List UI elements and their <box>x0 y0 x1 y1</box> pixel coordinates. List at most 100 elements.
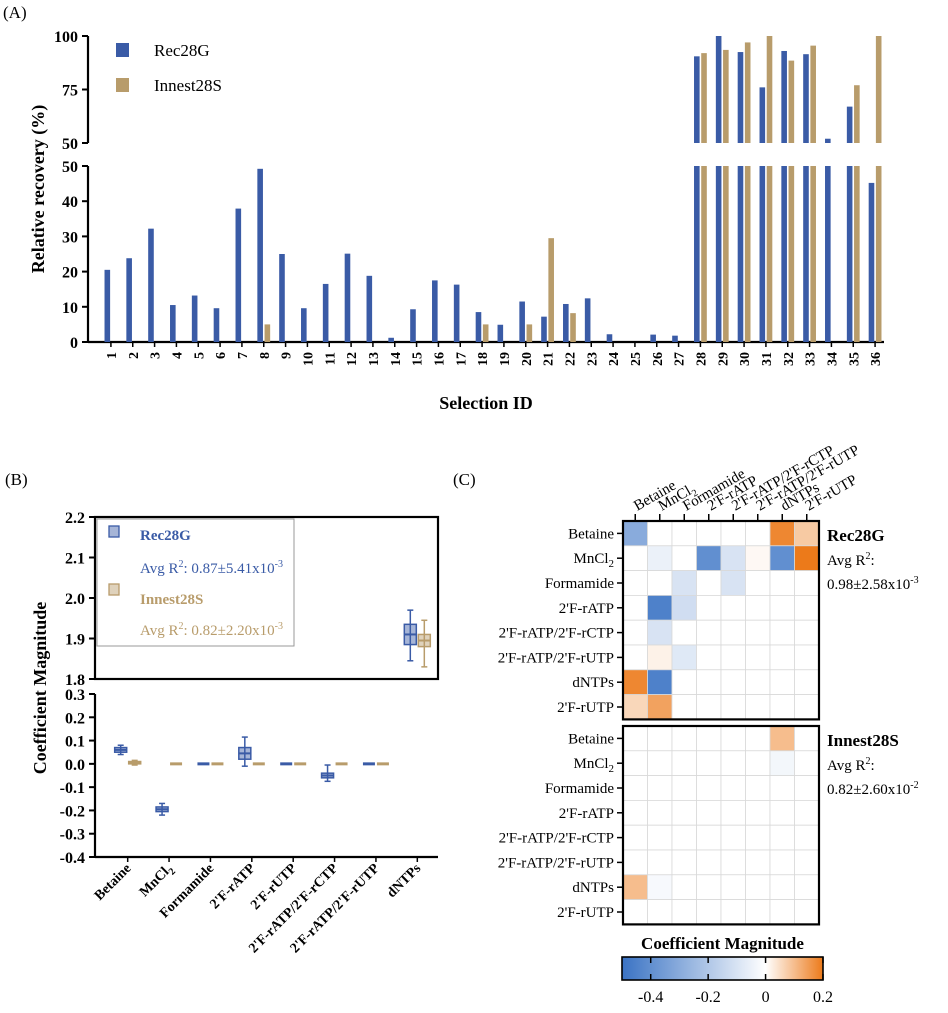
a-bar-lower-Rec28G <box>453 284 460 342</box>
c-row-label-sub: 2 <box>609 763 615 775</box>
c-cell <box>696 619 722 646</box>
a-bar-lower-Rec28G <box>781 166 787 342</box>
c-cell <box>745 800 771 826</box>
c-cell <box>745 725 771 752</box>
a-xtick-label: 27 <box>673 352 688 366</box>
a-bar-lower-Rec28G <box>257 168 263 342</box>
c-cell <box>769 545 795 571</box>
a-xtick-label: 25 <box>629 352 644 366</box>
c-cell <box>647 570 673 596</box>
a-xtick-label: 36 <box>869 352 884 366</box>
b-ytick-label-lower: -0.1 <box>60 780 85 797</box>
c-cell <box>696 725 722 752</box>
c-colorbar-tick-label: -0.2 <box>695 989 720 1006</box>
a-bar-upper-Innest28S <box>875 36 882 143</box>
a-xtick-label: 19 <box>498 352 513 366</box>
a-bar-lower-Rec28G <box>432 280 438 342</box>
c-row-label: 2'F-rATP/2'F-rCTP <box>499 626 614 642</box>
b-legend-swatch-innest28s <box>108 583 120 596</box>
c-cell <box>720 899 746 925</box>
c-row-label-text: 2'F-rUTP <box>557 905 614 921</box>
a-ytick-label-lower: 20 <box>62 265 78 282</box>
c-cell <box>622 899 648 925</box>
a-bar-lower-Rec28G <box>846 166 853 342</box>
a-bar-lower-Innest28S <box>548 238 554 342</box>
a-bar-lower-Rec28G <box>497 324 504 342</box>
c-cell <box>696 899 722 925</box>
c-cell <box>671 775 697 801</box>
c-row-label: Betaine <box>568 731 614 747</box>
a-bar-upper-Rec28G <box>715 36 722 143</box>
c-cell <box>745 570 771 596</box>
a-xtick-label: 30 <box>738 352 753 366</box>
c-cell <box>622 595 648 621</box>
c-row-label-text: 2'F-rATP/2'F-rCTP <box>499 831 614 847</box>
c-r2-value: 0.98±2.58x10 <box>827 577 910 593</box>
c-cell <box>647 725 673 752</box>
a-bar-upper-Innest28S <box>723 49 729 143</box>
c-cell <box>671 750 697 776</box>
a-bar-lower-Rec28G <box>148 228 154 342</box>
c-cell <box>671 725 697 752</box>
c-cell <box>794 694 820 720</box>
b-ytick-label-upper: 2.2 <box>65 510 85 527</box>
c-row-label-text: 2'F-rATP <box>559 806 614 822</box>
c-cell <box>647 775 673 801</box>
a-bar-upper-Rec28G <box>759 87 766 143</box>
c-cell <box>671 694 697 720</box>
c-cell <box>720 619 746 646</box>
c-row-label: 2'F-rATP <box>559 601 614 617</box>
c-colorbar-tick-label: -0.4 <box>638 989 663 1006</box>
c-cell <box>622 619 648 646</box>
a-bar-lower-Rec28G <box>170 305 176 342</box>
a-bar-lower-Innest28S <box>788 166 795 342</box>
c-cell <box>745 874 771 900</box>
c-row-label-text: 2'F-rATP <box>559 601 614 617</box>
c-row-label-text: 2'F-rATP/2'F-rUTP <box>498 650 614 666</box>
c-cell <box>794 669 820 695</box>
a-legend-label-rec28g: Rec28G <box>154 41 210 60</box>
c-cell <box>696 570 722 596</box>
a-bar-lower-Rec28G <box>213 308 220 342</box>
a-bar-lower-Innest28S <box>766 166 773 342</box>
a-bar-lower-Rec28G <box>344 253 351 342</box>
a-ytick-label-upper: 50 <box>62 136 78 153</box>
a-bar-upper-Rec28G <box>781 50 787 144</box>
b-ytick-label-lower: 0.3 <box>65 687 85 704</box>
c-row-label: Betaine <box>568 526 614 542</box>
a-xtick-label: 22 <box>563 352 578 366</box>
c-cell <box>720 545 746 571</box>
panel-a-label: (A) <box>3 3 27 22</box>
c-cell <box>794 644 820 671</box>
b-legend-r2-sup: 2 <box>178 559 183 570</box>
a-ytick-label-upper: 100 <box>54 29 78 46</box>
c-cell <box>769 725 795 752</box>
a-xtick-label: 14 <box>389 352 404 366</box>
b-legend-name-rec28g: Rec28G <box>140 528 191 544</box>
c-colorbar-tick-label: 0 <box>762 989 770 1006</box>
c-cell <box>769 694 795 720</box>
c-block-frame <box>621 724 821 926</box>
c-cell <box>745 619 771 646</box>
a-bar-lower-Rec28G <box>410 309 416 342</box>
c-cell <box>696 750 722 776</box>
c-cell <box>671 849 697 876</box>
a-bar-lower-Rec28G <box>104 269 111 342</box>
c-cell <box>745 849 771 876</box>
a-bar-lower-Rec28G <box>279 254 285 342</box>
c-cell <box>696 849 722 876</box>
c-cell <box>794 775 820 801</box>
b-y-axis-title: Coefficient Magnitude <box>30 602 50 774</box>
a-bar-lower-Rec28G <box>606 334 613 342</box>
a-bar-upper-Rec28G <box>846 106 853 143</box>
c-row-label-text: dNTPs <box>572 880 614 896</box>
c-cell <box>794 520 820 547</box>
b-ytick-label-upper: 1.8 <box>65 672 85 689</box>
a-xtick-label: 8 <box>258 352 273 359</box>
c-cell <box>794 899 820 925</box>
c-cell <box>647 899 673 925</box>
c-cell <box>696 694 722 720</box>
a-bar-lower-Rec28G <box>563 303 569 342</box>
b-ytick-label-upper: 1.9 <box>65 632 85 649</box>
c-cell <box>720 725 746 752</box>
